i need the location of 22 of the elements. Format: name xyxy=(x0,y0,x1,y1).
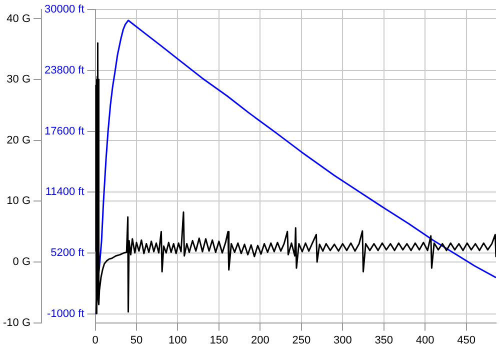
y2-tick-label: 40 G xyxy=(6,12,31,25)
y-tick-label: 17600 ft xyxy=(44,125,84,138)
y-tick-label: 23800 ft xyxy=(44,64,84,77)
y-tick-label: 30000 ft xyxy=(44,4,84,16)
x-tick-label: 450 xyxy=(457,334,476,346)
x-tick-label: 0 xyxy=(92,334,98,346)
x-tick-label: 50 xyxy=(130,334,143,346)
y-tick-label: 11400 ft xyxy=(45,186,84,198)
y-tick-label: 5200 ft xyxy=(50,247,84,260)
x-tick-label: 150 xyxy=(210,334,228,346)
y-tick-label: -1000 ft xyxy=(46,308,84,320)
x-tick-label: 400 xyxy=(416,334,434,346)
x-tick-label: 100 xyxy=(168,334,187,346)
x-tick-label: 200 xyxy=(251,334,270,346)
y2-tick-label: 10 G xyxy=(6,195,31,208)
y2-tick-label: -10 G xyxy=(2,316,31,329)
x-tick-label: 300 xyxy=(333,334,352,346)
x-tick-label: 250 xyxy=(292,334,311,346)
y2-tick-label: 20 G xyxy=(6,134,31,146)
y2-tick-label: 0 G xyxy=(12,256,31,268)
y2-tick-label: 30 G xyxy=(6,74,31,86)
x-tick-label: 350 xyxy=(374,334,394,346)
